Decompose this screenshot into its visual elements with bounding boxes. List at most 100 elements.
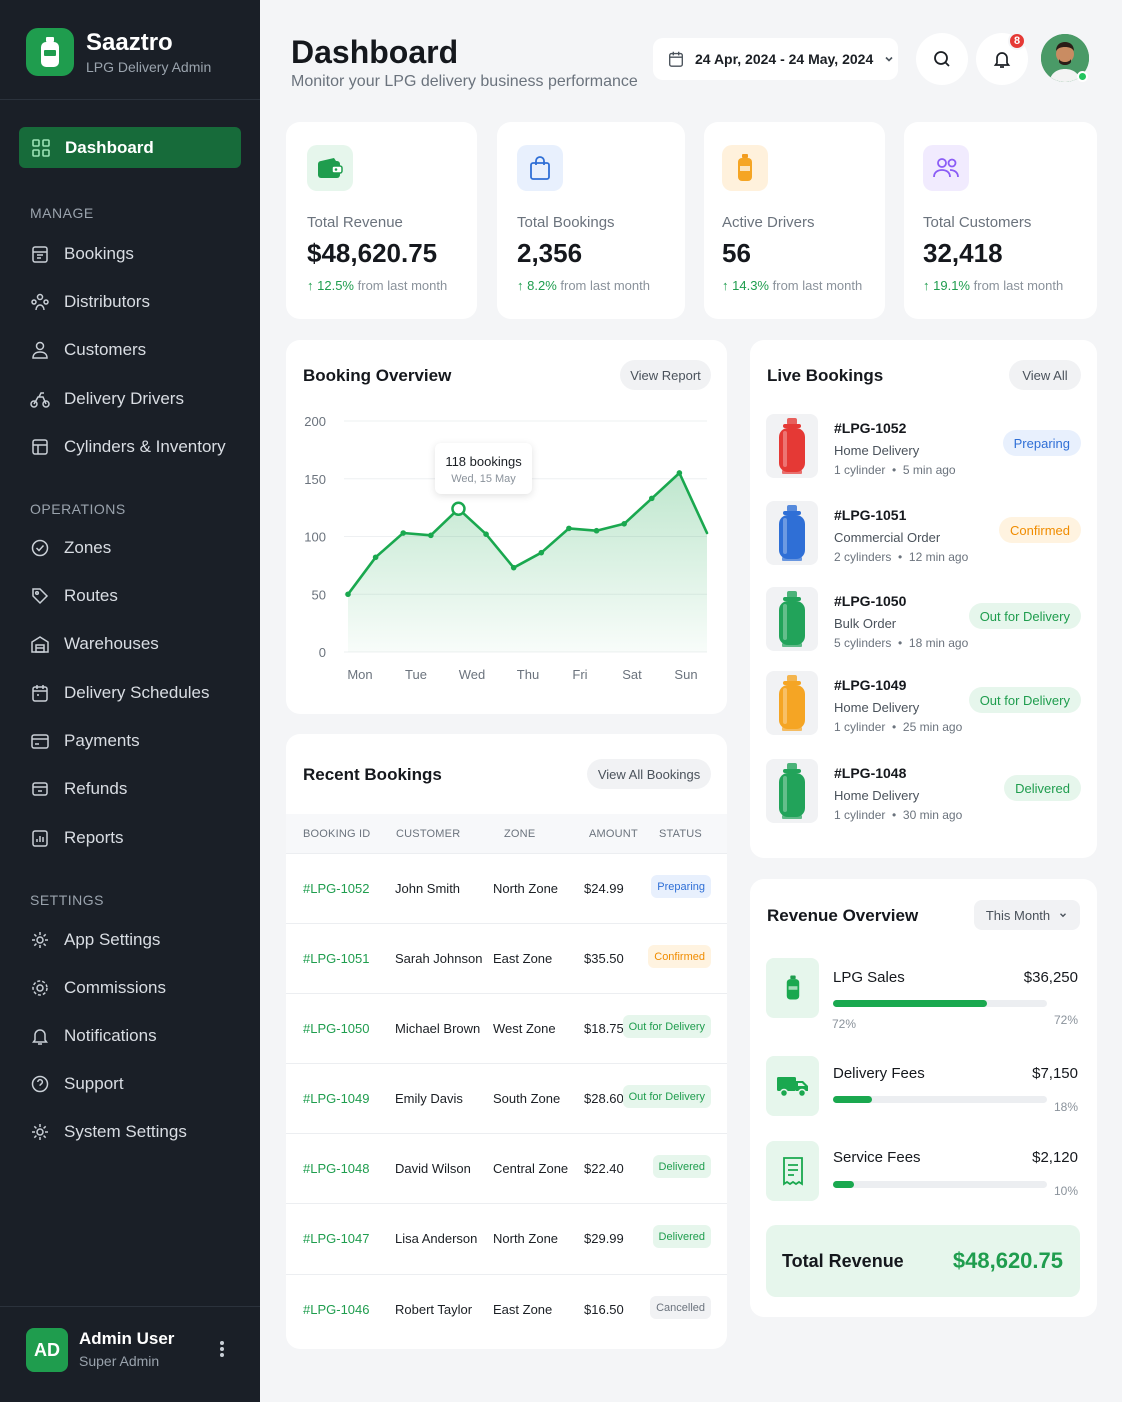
booking-time: 12 min ago: [908, 550, 969, 564]
stat-card-total-customers: Total Customers 32,418 ↑ 19.1% from last…: [904, 122, 1097, 319]
total-revenue-label: Total Revenue: [782, 1251, 904, 1271]
sidebar-item-cylinders-inventory[interactable]: Cylinders & Inventory: [30, 437, 226, 457]
revenue-item-percent-left: 72%: [832, 1017, 857, 1031]
stat-card-total-revenue: Total Revenue $48,620.75 ↑ 12.5% from la…: [286, 122, 477, 319]
sidebar-item-label: Dashboard: [65, 137, 154, 157]
stat-label: Active Drivers: [722, 214, 815, 231]
change-suffix: from last month: [772, 278, 863, 293]
sidebar-item-reports[interactable]: Reports: [30, 828, 124, 848]
booking-type: Home Delivery: [834, 700, 920, 715]
booking-quantity: 1 cylinder: [834, 463, 886, 477]
section-operations: OPERATIONS: [30, 501, 126, 517]
sidebar-item-label: Customers: [64, 340, 147, 359]
revenue-item-name: Service Fees: [833, 1149, 921, 1166]
stat-change: ↑ 12.5% from last month: [307, 278, 448, 293]
data-point: [621, 520, 627, 527]
gas-cylinder-icon: [766, 671, 818, 735]
stat-value: 2,356: [517, 238, 583, 268]
date-range-picker[interactable]: 24 Apr, 2024 - 24 May, 2024: [653, 38, 898, 80]
live-booking-item[interactable]: #LPG-1051 Commercial Order 2 cylinders • 1…: [766, 501, 1081, 567]
period-select[interactable]: This Month: [974, 900, 1080, 930]
change-suffix: from last month: [973, 278, 1064, 293]
y-tick-label: 50: [312, 587, 326, 602]
booking-time: 30 min ago: [902, 808, 963, 822]
table-row[interactable]: #LPG-1049 Emily Davis South Zone $28.60 Out …: [286, 1063, 727, 1133]
notification-badge: 8: [1008, 32, 1026, 50]
live-booking-item[interactable]: #LPG-1052 Home Delivery 1 cylinder • 5 min…: [766, 414, 1081, 480]
table-row[interactable]: #LPG-1052 John Smith North Zone $24.99 Prepa…: [286, 853, 727, 923]
sidebar-item-bookings[interactable]: Bookings: [30, 244, 134, 264]
status-badge: Delivered: [652, 1155, 711, 1178]
sidebar-item-customers[interactable]: Customers: [30, 340, 146, 360]
live-booking-item[interactable]: #LPG-1050 Bulk Order 5 cylinders • 18 min …: [766, 587, 1081, 653]
truck-icon: [766, 1056, 819, 1116]
sidebar-item-distributors[interactable]: Distributors: [30, 292, 150, 312]
data-point: [566, 525, 572, 532]
table-row[interactable]: #LPG-1047 Lisa Anderson North Zone $29.99 De…: [286, 1203, 727, 1273]
search-button[interactable]: [916, 33, 968, 85]
sidebar-item-refunds[interactable]: Refunds: [30, 779, 127, 799]
sidebar-item-support[interactable]: Support: [30, 1074, 124, 1094]
cell-booking-id[interactable]: #LPG-1049: [303, 1091, 370, 1106]
view-report-button[interactable]: View Report: [620, 360, 711, 390]
cell-zone: Central Zone: [493, 1161, 569, 1176]
booking-meta: 1 cylinder • 30 min ago: [834, 808, 963, 822]
total-revenue-value: $48,620.75: [952, 1248, 1063, 1273]
live-booking-item[interactable]: #LPG-1049 Home Delivery 1 cylinder • 25 mi…: [766, 671, 1081, 737]
sidebar-item-app-settings[interactable]: App Settings: [30, 930, 160, 950]
cell-booking-id[interactable]: #LPG-1047: [303, 1231, 370, 1246]
cell-booking-id[interactable]: #LPG-1048: [303, 1161, 370, 1176]
booking-type: Home Delivery: [834, 788, 920, 803]
cell-booking-id[interactable]: #LPG-1046: [303, 1302, 370, 1317]
table-row[interactable]: #LPG-1050 Michael Brown West Zone $18.75 Out…: [286, 993, 727, 1063]
sidebar-item-routes[interactable]: Routes: [30, 586, 118, 606]
bell-icon: [993, 52, 1011, 68]
sidebar-item-notifications[interactable]: Notifications: [30, 1026, 157, 1046]
cell-amount: $16.50: [584, 1302, 624, 1317]
progress-bar: [833, 1181, 1047, 1188]
sidebar-item-dashboard[interactable]: Dashboard: [19, 127, 241, 168]
card-title: Recent Bookings: [303, 765, 442, 784]
calendar-list-icon: [32, 246, 48, 263]
sidebar-item-payments[interactable]: Payments: [30, 731, 140, 751]
cell-customer: Sarah Johnson: [395, 951, 483, 966]
user-profile[interactable]: AD Admin User Super Admin: [0, 1306, 260, 1402]
cell-booking-id[interactable]: #LPG-1051: [303, 951, 370, 966]
sidebar-item-label: Delivery Drivers: [64, 389, 184, 408]
section-manage: MANAGE: [30, 205, 94, 221]
column-header: AMOUNT: [589, 828, 638, 840]
table-row[interactable]: #LPG-1048 David Wilson Central Zone $22.40 D…: [286, 1133, 727, 1203]
revenue-item-amount: $36,250: [1023, 969, 1078, 986]
view-all-button[interactable]: View All: [1009, 360, 1081, 390]
sidebar-item-warehouses[interactable]: Warehouses: [30, 634, 159, 654]
more-vertical-icon[interactable]: [212, 1337, 232, 1361]
sidebar-item-label: Commissions: [64, 978, 167, 997]
cell-amount: $28.60: [584, 1091, 624, 1106]
cell-booking-id[interactable]: #LPG-1052: [303, 881, 370, 896]
change-percent: 12.5%: [317, 278, 354, 293]
live-booking-item[interactable]: #LPG-1048 Home Delivery 1 cylinder • 30 mi…: [766, 759, 1081, 825]
booking-overview-card: Booking Overview View Report 0 50 100 150 20…: [286, 340, 727, 714]
section-settings: SETTINGS: [30, 892, 105, 908]
report-icon: [32, 830, 48, 847]
sidebar-item-label: App Settings: [64, 930, 161, 949]
sidebar-item-commissions[interactable]: Commissions: [30, 978, 166, 998]
sidebar-item-delivery-drivers[interactable]: Delivery Drivers: [30, 389, 184, 409]
sidebar-item-label: Refunds: [64, 779, 128, 798]
table-row[interactable]: #LPG-1051 Sarah Johnson East Zone $35.50 Con…: [286, 923, 727, 993]
live-bookings-card: Live Bookings View All #LPG-1052 Home Del…: [750, 340, 1097, 858]
chevron-down-icon: [1060, 913, 1067, 918]
cell-customer: Michael Brown: [395, 1021, 481, 1036]
sidebar-divider: [0, 99, 260, 100]
table-row[interactable]: #LPG-1046 Robert Taylor East Zone $16.50 Can…: [286, 1274, 727, 1344]
sidebar-item-system-settings[interactable]: System Settings: [30, 1122, 187, 1142]
booking-id: #LPG-1051: [834, 507, 907, 523]
revenue-item-percent: 10%: [1053, 1184, 1078, 1198]
sidebar-item-delivery-schedules[interactable]: Delivery Schedules: [30, 683, 210, 703]
revenue-item-percent: 18%: [1053, 1100, 1078, 1114]
brand[interactable]: Saaztro LPG Delivery Admin: [26, 28, 211, 76]
chevron-down-icon: [885, 56, 893, 62]
view-all-bookings-button[interactable]: View All Bookings: [587, 759, 711, 789]
sidebar-item-zones[interactable]: Zones: [30, 538, 111, 558]
cell-booking-id[interactable]: #LPG-1050: [303, 1021, 370, 1036]
